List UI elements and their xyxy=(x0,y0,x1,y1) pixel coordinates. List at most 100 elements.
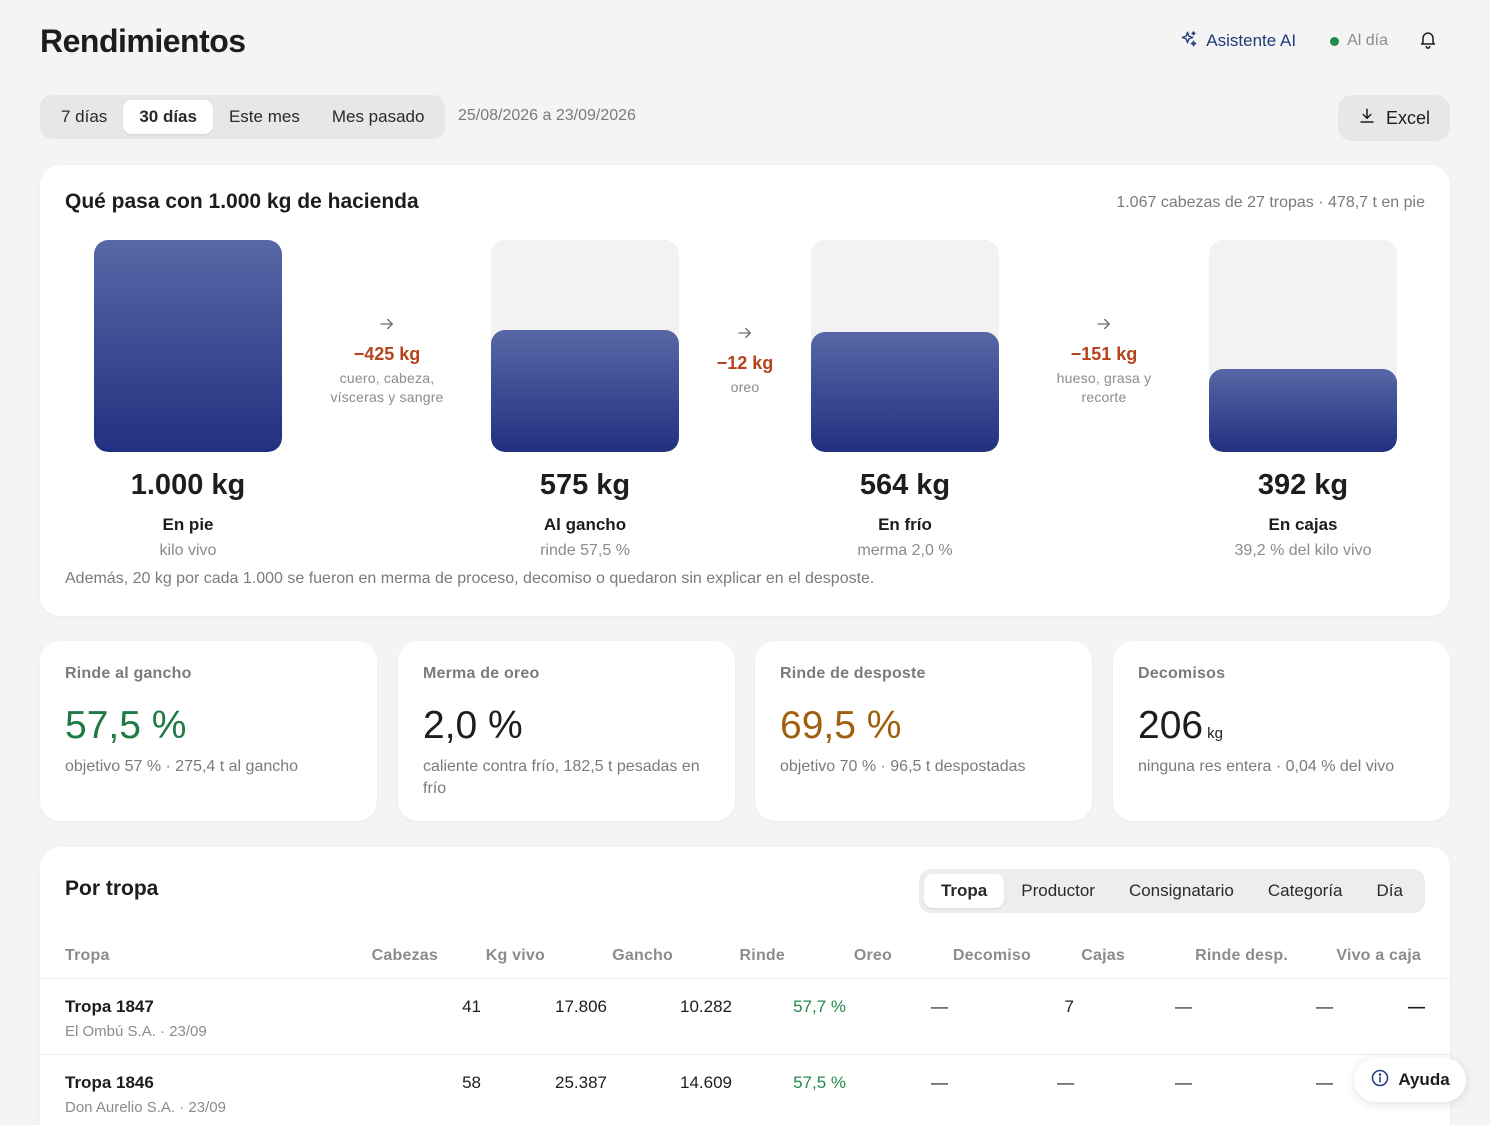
stage-bar-al-gancho xyxy=(491,240,679,452)
tab-categoria[interactable]: Categoría xyxy=(1267,881,1343,900)
loss-kg: −151 kg xyxy=(1070,344,1138,364)
cell-cabezas: 41 xyxy=(462,997,481,1016)
page-title: Rendimientos xyxy=(40,23,246,59)
period-tab-mes-pasado[interactable]: Mes pasado xyxy=(331,107,425,126)
tropa-name: Tropa 1846 xyxy=(65,1073,154,1092)
cell-gancho: 14.609 xyxy=(680,1073,732,1092)
tab-consignatario[interactable]: Consignatario xyxy=(1128,881,1234,900)
stage-kg: 392 kg xyxy=(1257,469,1349,501)
status-label: Al día xyxy=(1347,32,1388,49)
kpi-card-decomisos: Decomisos 206 kg ninguna res entera · 0,0… xyxy=(1113,641,1450,821)
kilo-flow-card: Qué pasa con 1.000 kg de hacienda 1.067 … xyxy=(40,165,1450,616)
loss-desc: cuero, cabeza, vísceras y sangre xyxy=(330,370,444,405)
flow-summary: 1.067 cabezas de 27 tropas · 478,7 t en … xyxy=(1116,194,1425,211)
column-header-tropa[interactable]: Tropa xyxy=(65,947,110,964)
tropa-sub: Don Aurelio S.A. · 23/09 xyxy=(65,1099,226,1116)
date-range: 25/08/2026 a 23/09/2026 xyxy=(458,107,636,124)
stage-kg: 575 kg xyxy=(539,469,631,501)
stage-sub: merma 2,0 % xyxy=(857,542,953,559)
table-row[interactable]: Tropa 1847 El Ombú S.A. · 23/09 41 17.80… xyxy=(40,979,1450,1055)
stage-bar-en-frio xyxy=(811,240,999,452)
cell-kg-vivo: 25.387 xyxy=(555,1073,607,1092)
kpi-label: Decomisos xyxy=(1138,665,1226,682)
ai-assistant-button[interactable]: Asistente AI xyxy=(1180,30,1296,53)
stage-kg: 1.000 kg xyxy=(130,469,246,501)
group-by-tabs: Tropa Productor Consignatario Categoría … xyxy=(918,869,1425,913)
kpi-value: 206 kg xyxy=(1138,703,1223,757)
loss-kg: −425 kg xyxy=(353,344,421,364)
period-tab-7-dias[interactable]: 7 días xyxy=(61,107,108,126)
flow-note: Además, 20 kg por cada 1.000 se fueron e… xyxy=(65,570,875,587)
tab-tropa[interactable]: Tropa xyxy=(923,874,1005,908)
period-tab-30-dias[interactable]: 30 días xyxy=(123,100,213,134)
bell-icon xyxy=(1418,29,1438,54)
stage-bar-fill xyxy=(1209,368,1397,452)
stage-name: En frío xyxy=(878,515,932,534)
period-tab-este-mes[interactable]: Este mes xyxy=(228,107,300,126)
column-header-decomiso[interactable]: Decomiso xyxy=(952,947,1031,964)
tropa-sub: El Ombú S.A. · 23/09 xyxy=(65,1023,207,1040)
kpi-card-rinde-desposte: Rinde de desposte 69,5 % objetivo 70 % ·… xyxy=(755,641,1092,821)
stage-bar-en-pie xyxy=(94,240,282,452)
column-header-vivo-caja[interactable]: Vivo a caja xyxy=(1336,947,1421,964)
cell-rinde-desp: — xyxy=(1316,997,1333,1016)
column-header-rinde[interactable]: Rinde xyxy=(739,947,785,964)
stage-bar-fill xyxy=(811,332,999,452)
cell-oreo: — xyxy=(931,997,948,1016)
stage-name: En cajas xyxy=(1268,515,1338,534)
stage-kg: 564 kg xyxy=(859,469,951,501)
kpi-value: 2,0 % xyxy=(423,703,527,757)
period-tabs: 7 días 30 días Este mes Mes pasado xyxy=(40,95,446,139)
column-header-cajas[interactable]: Cajas xyxy=(1081,947,1125,964)
loss-kg: −12 kg xyxy=(716,353,774,373)
kpi-card-merma-oreo: Merma de oreo 2,0 % caliente contra frío… xyxy=(398,641,735,821)
excel-export-button[interactable]: Excel xyxy=(1338,95,1450,141)
kpi-label: Rinde de desposte xyxy=(780,665,926,682)
arrow-right-icon xyxy=(1034,315,1174,333)
tropa-name: Tropa 1847 xyxy=(65,997,154,1016)
page-header: Rendimientos Asistente AI Al día xyxy=(40,20,1450,62)
kpi-sub: caliente contra frío, 182,5 t pesadas en… xyxy=(423,758,700,797)
cell-oreo: — xyxy=(931,1073,948,1092)
loss-desposte: −151 kg hueso, grasa y recorte xyxy=(1034,315,1174,407)
excel-label: Excel xyxy=(1385,107,1430,128)
kpi-card-rinde-gancho: Rinde al gancho 57,5 % objetivo 57 % · 2… xyxy=(40,641,377,821)
stage-sub: 39,2 % del kilo vivo xyxy=(1234,542,1372,559)
column-header-cabezas[interactable]: Cabezas xyxy=(371,947,438,964)
tab-dia[interactable]: Día xyxy=(1376,881,1403,900)
cell-rinde-desp: — xyxy=(1316,1073,1333,1092)
status-dot xyxy=(1330,36,1340,46)
stage-al-gancho: 575 kg Al gancho rinde 57,5 % xyxy=(491,465,679,561)
table-row[interactable]: Tropa 1846 Don Aurelio S.A. · 23/09 58 2… xyxy=(40,1055,1450,1125)
help-button[interactable]: Ayuda xyxy=(1354,1058,1466,1102)
loss-oreo: −12 kg oreo xyxy=(675,324,815,397)
kpi-unit: kg xyxy=(1207,725,1223,742)
loss-desc: hueso, grasa y recorte xyxy=(1056,370,1152,405)
stage-en-frio: 564 kg En frío merma 2,0 % xyxy=(811,465,999,561)
column-header-kg-vivo[interactable]: Kg vivo xyxy=(485,947,545,964)
notifications-button[interactable] xyxy=(1418,29,1438,54)
header-actions: Asistente AI Al día xyxy=(1180,28,1438,54)
kpi-number: 2,0 % xyxy=(423,704,523,747)
sparkle-icon xyxy=(1180,30,1206,53)
stage-bar-fill xyxy=(491,330,679,452)
stage-name: Al gancho xyxy=(543,515,627,534)
kpi-value: 69,5 % xyxy=(780,703,905,757)
stage-en-pie: 1.000 kg En pie kilo vivo xyxy=(94,465,282,561)
stage-name: En pie xyxy=(162,515,214,534)
kpi-value: 57,5 % xyxy=(65,703,190,757)
cell-cajas: — xyxy=(1175,1073,1192,1092)
cell-gancho: 10.282 xyxy=(680,997,732,1016)
arrow-right-icon xyxy=(317,315,457,333)
column-header-oreo[interactable]: Oreo xyxy=(853,947,892,964)
column-header-gancho[interactable]: Gancho xyxy=(612,947,673,964)
info-icon xyxy=(1370,1068,1398,1093)
sync-status: Al día xyxy=(1330,32,1388,50)
tab-productor[interactable]: Productor xyxy=(1021,881,1095,900)
cell-cabezas: 58 xyxy=(462,1073,481,1092)
cell-decomiso: — xyxy=(1057,1073,1074,1092)
loss-desc: oreo xyxy=(730,379,760,395)
cell-decomiso: 7 xyxy=(1064,997,1074,1016)
kpi-sub: objetivo 70 % · 96,5 t despostadas xyxy=(780,758,1026,775)
column-header-rinde-desp[interactable]: Rinde desp. xyxy=(1195,947,1288,964)
